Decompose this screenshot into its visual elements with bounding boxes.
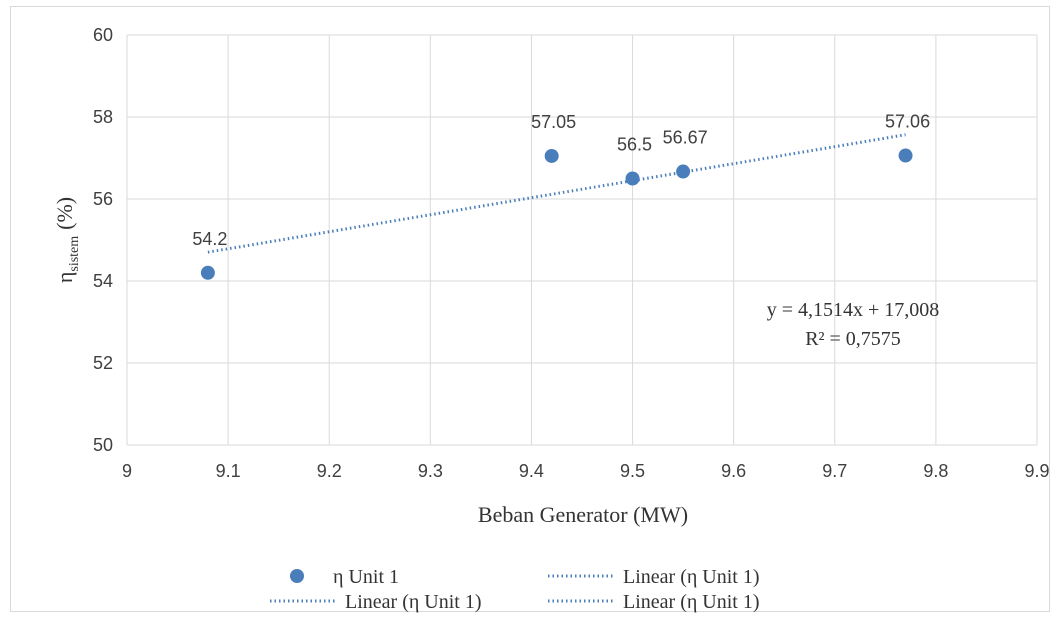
legend-marker-eta-unit-1 xyxy=(290,569,304,583)
y-tick-label: 60 xyxy=(93,25,113,45)
data-point xyxy=(676,164,691,179)
legend: η Unit 1 Linear (η Unit 1) Linear (η Uni… xyxy=(270,566,760,613)
y-tick-label: 50 xyxy=(93,435,113,455)
y-tick-label: 54 xyxy=(93,271,113,291)
x-tick-label: 9.9 xyxy=(1024,461,1049,481)
y-axis-title-sub: sistem xyxy=(67,236,82,272)
x-tick-label: 9.1 xyxy=(216,461,241,481)
x-tick-label: 9.2 xyxy=(317,461,342,481)
y-tick-label: 56 xyxy=(93,189,113,209)
x-tick-label: 9.7 xyxy=(822,461,847,481)
tick-labels: 9 9.1 9.2 9.3 9.4 9.5 9.6 9.7 9.8 9.9 50 52 54 56 58 60 xyxy=(93,25,1050,481)
y-axis-title-unit: (%) xyxy=(52,197,77,230)
data-point xyxy=(200,265,215,280)
data-point xyxy=(544,148,559,163)
y-tick-label: 58 xyxy=(93,107,113,127)
y-axis-title: ηsistem (%) xyxy=(52,197,82,283)
x-tick-label: 9.8 xyxy=(923,461,948,481)
legend-label-linear-1: Linear (η Unit 1) xyxy=(623,566,760,588)
data-label: 57.05 xyxy=(531,112,576,132)
grid xyxy=(126,34,1038,446)
trendline-equation: y = 4,1514x + 17,008 xyxy=(767,299,940,321)
data-label: 56.5 xyxy=(617,135,652,155)
data-points xyxy=(200,148,913,280)
data-label: 54.2 xyxy=(192,229,227,249)
data-label: 56.67 xyxy=(663,128,708,148)
y-tick-label: 52 xyxy=(93,353,113,373)
trendline-r-squared: R² = 0,7575 xyxy=(805,328,901,350)
x-tick-label: 9.6 xyxy=(721,461,746,481)
chart-frame xyxy=(10,6,1050,612)
x-tick-label: 9.4 xyxy=(519,461,544,481)
x-axis-title: Beban Generator (MW) xyxy=(478,502,688,527)
data-point xyxy=(625,171,640,186)
data-labels: 54.2 57.05 56.5 56.67 57.06 xyxy=(192,112,930,249)
x-tick-label: 9 xyxy=(122,461,132,481)
legend-label-eta-unit-1: η Unit 1 xyxy=(333,566,399,588)
data-point xyxy=(898,148,913,163)
trendline-linear xyxy=(207,133,906,254)
legend-label-linear-3: Linear (η Unit 1) xyxy=(623,591,760,613)
y-axis-title-main: η xyxy=(52,272,77,284)
data-label: 57.06 xyxy=(885,112,930,132)
legend-label-linear-2: Linear (η Unit 1) xyxy=(345,591,482,613)
x-tick-label: 9.5 xyxy=(620,461,645,481)
trendline xyxy=(207,133,906,254)
x-tick-label: 9.3 xyxy=(418,461,443,481)
